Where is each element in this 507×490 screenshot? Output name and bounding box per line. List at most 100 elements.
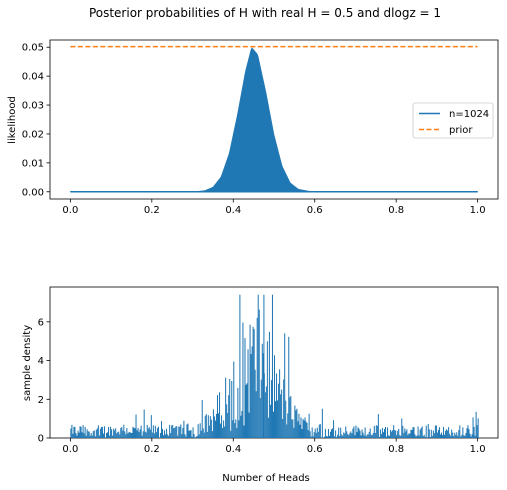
histogram-bar (304, 417, 306, 438)
likelihood-y-tick-label: 0.02 (22, 129, 44, 140)
histogram-bar (167, 434, 169, 438)
histogram-bar (242, 322, 244, 438)
histogram-bar (246, 383, 248, 438)
histogram-bar (339, 436, 341, 438)
histogram-bar (116, 433, 118, 438)
histogram-bar (152, 425, 154, 438)
sample-density-x-axis-label: Number of Heads (222, 473, 310, 484)
histogram-bar (95, 429, 97, 438)
histogram-bar (300, 417, 302, 438)
histogram-bar (248, 412, 250, 438)
histogram-bar (238, 420, 240, 438)
histogram-bar (380, 434, 382, 438)
histogram-bar (440, 432, 442, 438)
histogram-bar (278, 383, 280, 438)
histogram-bar (317, 431, 319, 438)
histogram-bar (218, 413, 220, 438)
histogram-bar (113, 428, 115, 438)
histogram-bar (369, 428, 371, 438)
histogram-bar (386, 436, 388, 438)
histogram-bar (349, 432, 351, 438)
histogram-bar (208, 425, 210, 438)
histogram-bar (203, 432, 205, 438)
histogram-bar (181, 434, 183, 438)
histogram-bar (211, 431, 213, 438)
histogram-bar (439, 434, 441, 438)
histogram-bar (214, 420, 216, 438)
histogram-bar (363, 435, 365, 438)
histogram-bar (376, 425, 378, 438)
histogram-bar (232, 420, 234, 438)
histogram-bar (119, 434, 121, 438)
histogram-bar (360, 435, 362, 438)
sample-density-chart: 0.0 0.2 0.4 0.6 0.8 1.0 0 2 4 6 sample density N… (22, 286, 499, 484)
histogram-bar (392, 430, 394, 438)
histogram-bar (465, 433, 467, 438)
histogram-bar (352, 428, 354, 438)
histogram-bar (456, 432, 458, 438)
likelihood-x-tick-label: 0.8 (388, 205, 404, 216)
sample-density-x-tick-label: 0.6 (307, 444, 323, 455)
histogram-bar (340, 427, 342, 438)
legend-box (412, 102, 494, 139)
histogram-bar (422, 436, 424, 438)
histogram-bar (395, 430, 397, 438)
histogram-bar (107, 432, 109, 438)
histogram-bar (330, 431, 332, 438)
histogram-bar (159, 433, 161, 438)
histogram-bar (305, 421, 307, 438)
histogram-bar (410, 429, 412, 438)
histogram-bar (72, 433, 74, 438)
likelihood-plot-frame (49, 39, 499, 200)
histogram-bar (302, 418, 304, 438)
histogram-bar (466, 428, 468, 438)
histogram-bar (234, 423, 236, 438)
histogram-bar (390, 429, 392, 438)
histogram-bar (355, 425, 357, 438)
histogram-bar (285, 400, 287, 438)
histogram-bar (359, 430, 361, 438)
histogram-bar (82, 425, 84, 438)
histogram-bar (346, 431, 348, 438)
histogram-bar (135, 414, 137, 438)
histogram-bar (270, 380, 272, 438)
histogram-bar (443, 426, 445, 438)
histogram-bar (418, 435, 420, 438)
histogram-bar (412, 427, 414, 438)
histogram-bar (205, 414, 207, 438)
histogram-bar (294, 405, 296, 438)
histogram-bar (365, 436, 367, 438)
histogram-bar (424, 436, 426, 438)
histogram-bar (137, 428, 139, 438)
histogram-bar (334, 436, 336, 438)
histogram-bar (462, 427, 464, 438)
histogram-bar (87, 431, 89, 438)
histogram-bar (121, 427, 123, 438)
histogram-bar (168, 435, 170, 438)
histogram-bar (296, 408, 298, 438)
histogram-bar (247, 349, 249, 438)
histogram-bar (145, 432, 147, 438)
histogram-bar (99, 428, 101, 438)
histogram-bar (266, 341, 268, 438)
histogram-bar (405, 431, 407, 438)
histogram-bar (332, 428, 334, 438)
histogram-bar (206, 431, 208, 438)
sample-density-x-tick-label: 0.8 (388, 444, 404, 455)
histogram-bar (244, 338, 246, 438)
likelihood-y-tick-label: 0.03 (22, 101, 44, 112)
sample-density-x-tick-label: 1.0 (470, 444, 486, 455)
histogram-bar (92, 431, 94, 438)
histogram-bar (327, 428, 329, 438)
histogram-bar (150, 415, 152, 438)
histogram-bar (427, 424, 429, 438)
histogram-bar (351, 433, 353, 438)
histogram-bar (350, 431, 352, 438)
histogram-bar (249, 324, 251, 438)
histogram-bar (338, 427, 340, 438)
histogram-bar (366, 434, 368, 438)
histogram-bar (468, 429, 470, 438)
histogram-bar (115, 428, 117, 438)
histogram-bar (421, 426, 423, 438)
histogram-bar (153, 433, 155, 438)
